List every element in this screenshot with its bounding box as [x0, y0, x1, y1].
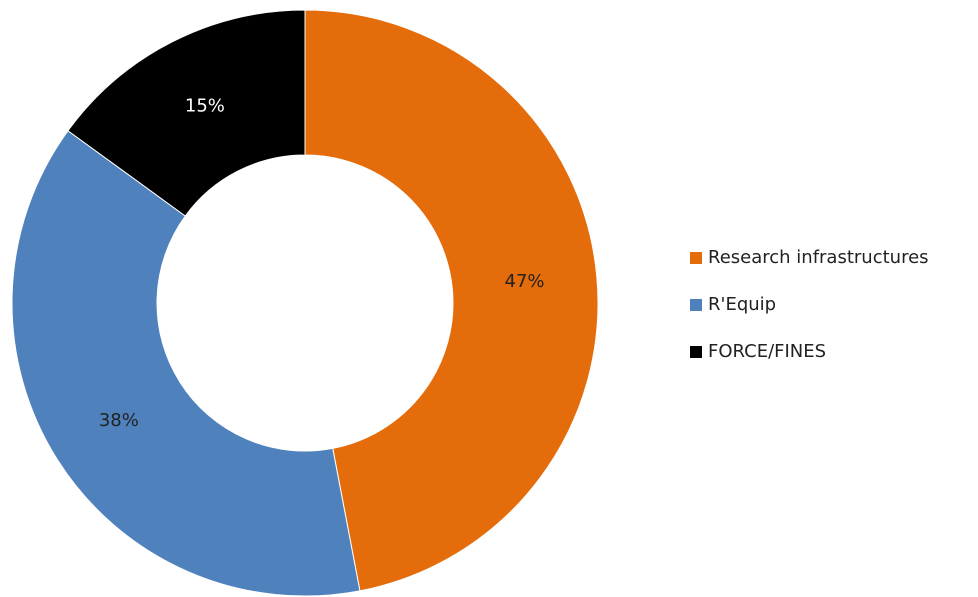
legend-label: Research infrastructures [708, 247, 929, 268]
legend-swatch [690, 346, 702, 358]
legend-swatch [690, 299, 702, 311]
donut-slice [304, 9, 599, 592]
data-label: 15% [185, 96, 225, 117]
data-label: 47% [505, 271, 545, 292]
data-label: 38% [99, 410, 139, 431]
legend-label: R'Equip [708, 294, 776, 315]
donut-slice [11, 130, 361, 597]
donut-slice [67, 9, 306, 217]
legend-label: FORCE/FINES [708, 341, 826, 362]
legend-swatch [690, 252, 702, 264]
